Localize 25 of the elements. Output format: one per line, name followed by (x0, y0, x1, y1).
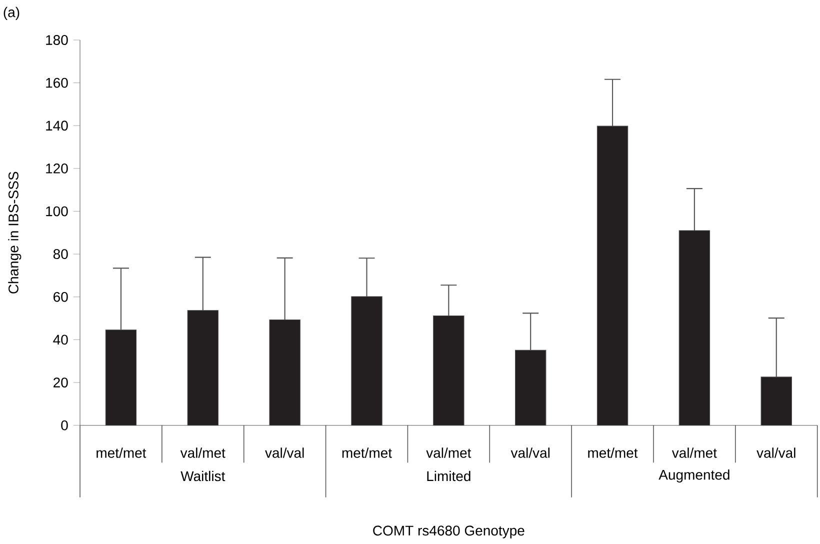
x-tick-label: met/met (588, 448, 638, 458)
y-tick-label: 100 (46, 206, 68, 216)
x-tick-label: val/val (510, 448, 550, 458)
text: Waitlist (180, 470, 226, 482)
text: Augmented (658, 469, 730, 483)
x-tick-label: met/met (342, 448, 392, 458)
x-tick-label: val/val (756, 448, 796, 458)
x-tick-label: val/met (426, 448, 472, 458)
y-axis-title: Change in IBS-SSS (8, 172, 22, 294)
x-tick-label: val/val (265, 448, 304, 458)
x-tick-label: val/met (180, 448, 226, 458)
x-tick-label: val/met (672, 448, 717, 458)
y-tick-label: 120 (46, 164, 68, 174)
y-tick-label: 140 (46, 120, 68, 131)
chart-title: (a) (4, 6, 20, 20)
y-tick-label: 160 (46, 78, 68, 88)
y-tick-label: 80 (53, 249, 68, 260)
x-axis-title: COMT rs4680 Genotype (373, 526, 524, 538)
y-tick-label: 180 (46, 35, 68, 45)
x-tick-label: met/met (96, 448, 146, 458)
y-tick-label: 20 (54, 378, 68, 388)
y-tick-label: 40 (53, 334, 68, 345)
y-tick-label: 0 (61, 420, 68, 430)
y-tick-label: 60 (54, 292, 68, 302)
text: Limited (427, 470, 470, 482)
